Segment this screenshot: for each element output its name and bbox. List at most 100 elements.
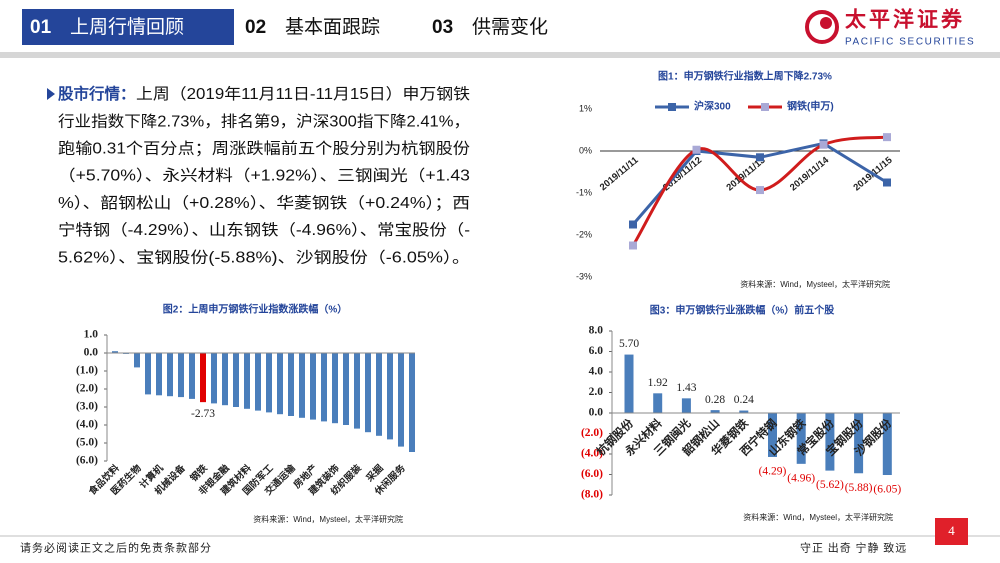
summary-line: 宁特钢（-4.29%）、山东钢铁（-4.96%）、常宝股份（- bbox=[58, 221, 470, 239]
y-tick-label: 2.0 bbox=[589, 386, 604, 398]
tab-number[interactable]: 02 bbox=[245, 17, 266, 38]
bar bbox=[710, 410, 720, 413]
page-badge bbox=[935, 518, 968, 545]
summary-line: （+5.70%）、永兴材料（+1.92%）、三钢闽光（+1.43 bbox=[58, 167, 470, 185]
bar bbox=[299, 353, 305, 418]
tab-number[interactable]: 03 bbox=[432, 17, 453, 38]
bar bbox=[233, 353, 239, 407]
bar bbox=[332, 353, 338, 424]
logo-name: 太平洋证券 bbox=[845, 8, 965, 32]
page-number: 4 bbox=[948, 523, 955, 538]
y-tick-label: -2% bbox=[576, 229, 592, 239]
y-tick-label: 0.0 bbox=[84, 347, 99, 359]
footer-disclaimer: 请务必阅读正文之后的免责条款部分 bbox=[20, 541, 212, 555]
chart-source: 资料来源：Wind，Mysteel，太平洋研究院 bbox=[740, 279, 890, 289]
bullet-icon bbox=[47, 88, 55, 100]
bar bbox=[134, 353, 140, 368]
y-tick-label: (2.0) bbox=[581, 427, 603, 439]
chart-title: 图1：申万钢铁行业指数上周下降2.73% bbox=[658, 70, 832, 83]
bar bbox=[156, 353, 162, 396]
data-label: 1.92 bbox=[648, 377, 668, 389]
y-tick-label: 6.0 bbox=[589, 345, 604, 357]
y-tick-label: 1.0 bbox=[84, 329, 99, 341]
data-label: (5.88) bbox=[845, 482, 873, 494]
bar bbox=[255, 353, 261, 411]
y-tick-label: -1% bbox=[576, 187, 592, 197]
bar bbox=[321, 353, 327, 422]
y-tick-label: (1.0) bbox=[76, 365, 98, 377]
chart-title: 图2：上周申万钢铁行业指数涨跌幅（%） bbox=[163, 303, 347, 316]
y-tick-label: 8.0 bbox=[589, 325, 604, 337]
tab-label[interactable]: 上周行情回顾 bbox=[70, 16, 184, 38]
chart-source: 资料来源：Wind，Mysteel，太平洋研究院 bbox=[253, 514, 403, 524]
bar bbox=[343, 353, 349, 425]
summary-line: %）、韶钢松山（+0.28%）、华菱钢铁（+0.24%）；西 bbox=[58, 194, 470, 212]
bar bbox=[211, 353, 217, 404]
legend-label: 沪深300 bbox=[694, 100, 731, 113]
bar bbox=[310, 353, 316, 420]
tab-number[interactable]: 01 bbox=[30, 17, 52, 38]
bar bbox=[681, 398, 691, 413]
logo-mark bbox=[805, 10, 839, 44]
bar bbox=[145, 353, 151, 395]
point-marker bbox=[819, 140, 828, 149]
data-label: (5.62) bbox=[816, 479, 844, 491]
data-label: 0.24 bbox=[734, 394, 754, 406]
bar bbox=[796, 413, 806, 464]
y-tick-label: (3.0) bbox=[76, 401, 98, 413]
summary-line: 行业指数下降2.73%，排名第9，沪深300指下降2.41%， bbox=[58, 112, 470, 130]
bar bbox=[882, 413, 892, 476]
logo: 太平洋证券 PACIFIC SECURITIES bbox=[805, 8, 974, 48]
point-marker bbox=[692, 145, 701, 154]
summary-line: 5.62%）、宝钢股份(-5.88%)、沙钢股份（-6.05%）。 bbox=[58, 248, 470, 266]
chart-source: 资料来源：Wind，Mysteel，太平洋研究院 bbox=[743, 512, 893, 522]
summary-text: 上周（2019年11月11日-11月15日）申万钢铁 bbox=[136, 85, 470, 103]
y-tick-label: (6.0) bbox=[76, 455, 98, 467]
bar bbox=[222, 353, 228, 406]
bar bbox=[854, 413, 864, 474]
y-tick-label: (2.0) bbox=[76, 383, 98, 395]
active-tab[interactable] bbox=[22, 9, 234, 45]
y-tick-label: (4.0) bbox=[76, 419, 98, 431]
legend-label: 钢铁(申万) bbox=[787, 100, 834, 113]
bar bbox=[624, 354, 634, 413]
point-marker bbox=[883, 178, 891, 187]
data-label: 0.28 bbox=[705, 394, 725, 406]
y-tick-label: 4.0 bbox=[589, 366, 604, 378]
tab-label[interactable]: 供需变化 bbox=[472, 16, 548, 38]
bar bbox=[178, 353, 184, 398]
point-marker bbox=[629, 220, 637, 229]
data-label: (4.96) bbox=[787, 472, 815, 484]
bar bbox=[288, 353, 294, 416]
data-label: (4.29) bbox=[759, 466, 787, 478]
bar bbox=[409, 353, 415, 452]
data-label: (6.05) bbox=[873, 484, 901, 496]
bar bbox=[768, 413, 777, 457]
bar bbox=[376, 353, 382, 436]
bar bbox=[354, 353, 360, 429]
summary-label: 股市行情： bbox=[58, 84, 136, 103]
y-tick-label: 1% bbox=[579, 103, 592, 113]
point-marker bbox=[756, 153, 764, 162]
y-tick-label: 0.0 bbox=[589, 407, 604, 419]
y-tick-label: (5.0) bbox=[76, 437, 98, 449]
bar bbox=[167, 353, 173, 397]
footer-motto: 守正 出奇 宁静 致远 bbox=[800, 541, 907, 555]
y-tick-label: (6.0) bbox=[581, 468, 603, 480]
bar bbox=[244, 353, 250, 409]
data-label: -2.73 bbox=[191, 408, 215, 420]
point-marker bbox=[629, 241, 637, 250]
tab-label[interactable]: 基本面跟踪 bbox=[285, 16, 380, 38]
bar bbox=[398, 353, 404, 447]
bar bbox=[739, 410, 749, 413]
point-marker bbox=[756, 186, 764, 195]
data-label: 5.70 bbox=[619, 338, 639, 350]
bar bbox=[825, 413, 835, 471]
bar bbox=[387, 353, 393, 440]
bar bbox=[112, 351, 118, 353]
point-marker bbox=[883, 133, 891, 142]
header-band bbox=[0, 52, 1000, 58]
summary-line: 跑输0.31个百分点；周涨跌幅前五个股分别为杭钢股份 bbox=[58, 139, 471, 157]
bar bbox=[200, 353, 206, 403]
